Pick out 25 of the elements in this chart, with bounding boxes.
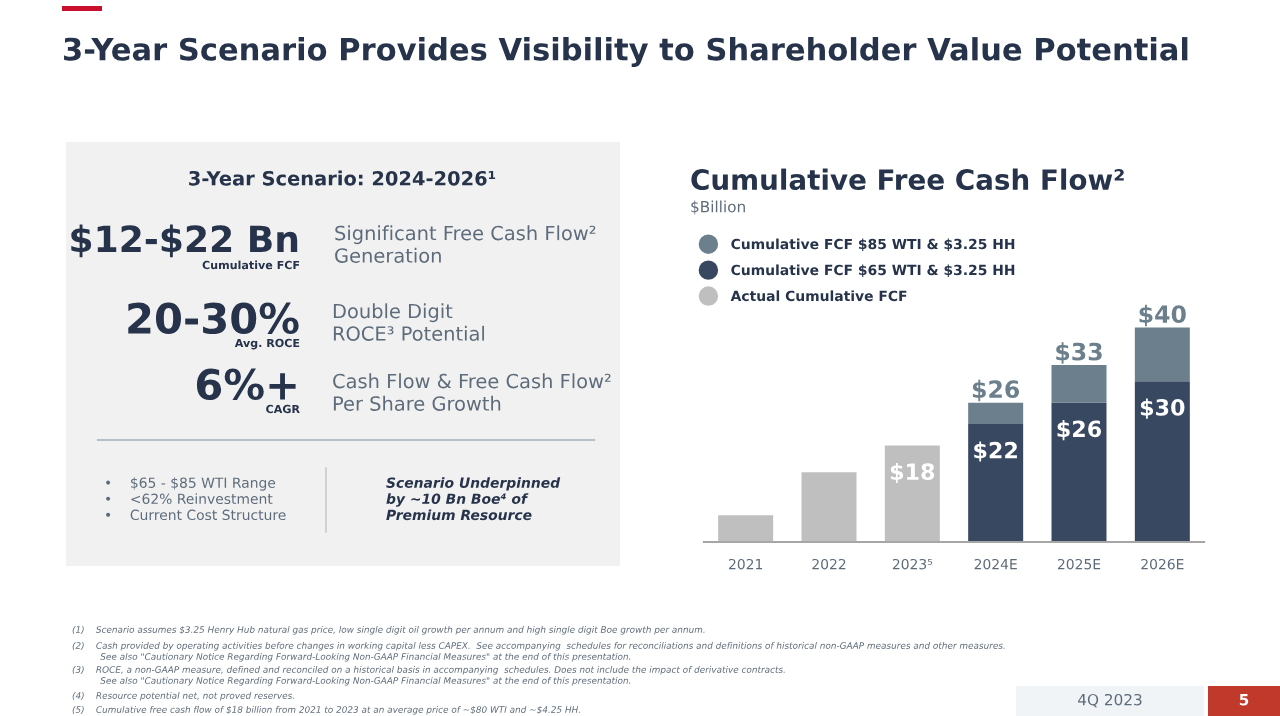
bar bbox=[968, 402, 1024, 425]
data-label: $18 bbox=[890, 462, 935, 484]
bar bbox=[1134, 381, 1190, 542]
chart-title: Cumulative Free Cash Flow² bbox=[691, 168, 1124, 191]
data-label: $22 bbox=[974, 441, 1017, 462]
text: Cash Flow & Free Cash Flow² Per Share Growth bbox=[333, 373, 611, 411]
bar bbox=[884, 445, 940, 542]
text: 6%+ bbox=[196, 368, 296, 401]
data-label: $26 bbox=[1057, 420, 1101, 441]
total-label: $33 bbox=[1056, 342, 1102, 364]
bar bbox=[1051, 402, 1107, 542]
bar bbox=[801, 472, 857, 542]
data-label: $30 bbox=[1140, 398, 1185, 419]
text: Significant Free Cash Flow² Generation bbox=[335, 225, 596, 263]
total-label: $26 bbox=[972, 379, 1020, 402]
text: 20-30% bbox=[128, 302, 299, 335]
bar bbox=[968, 424, 1024, 542]
total-label: $40 bbox=[1139, 304, 1186, 327]
bar bbox=[1134, 327, 1190, 382]
bar bbox=[718, 515, 774, 542]
bar bbox=[1051, 365, 1107, 403]
text: Double Digit ROCE³ Potential bbox=[333, 303, 484, 341]
text: 3-Year Scenario: 2024-2026¹ bbox=[189, 170, 496, 186]
text: 3-Year Scenario Provides Visibility to Shareholder Value Potential bbox=[64, 37, 1188, 67]
text: $12-$22 Bn bbox=[71, 224, 298, 258]
